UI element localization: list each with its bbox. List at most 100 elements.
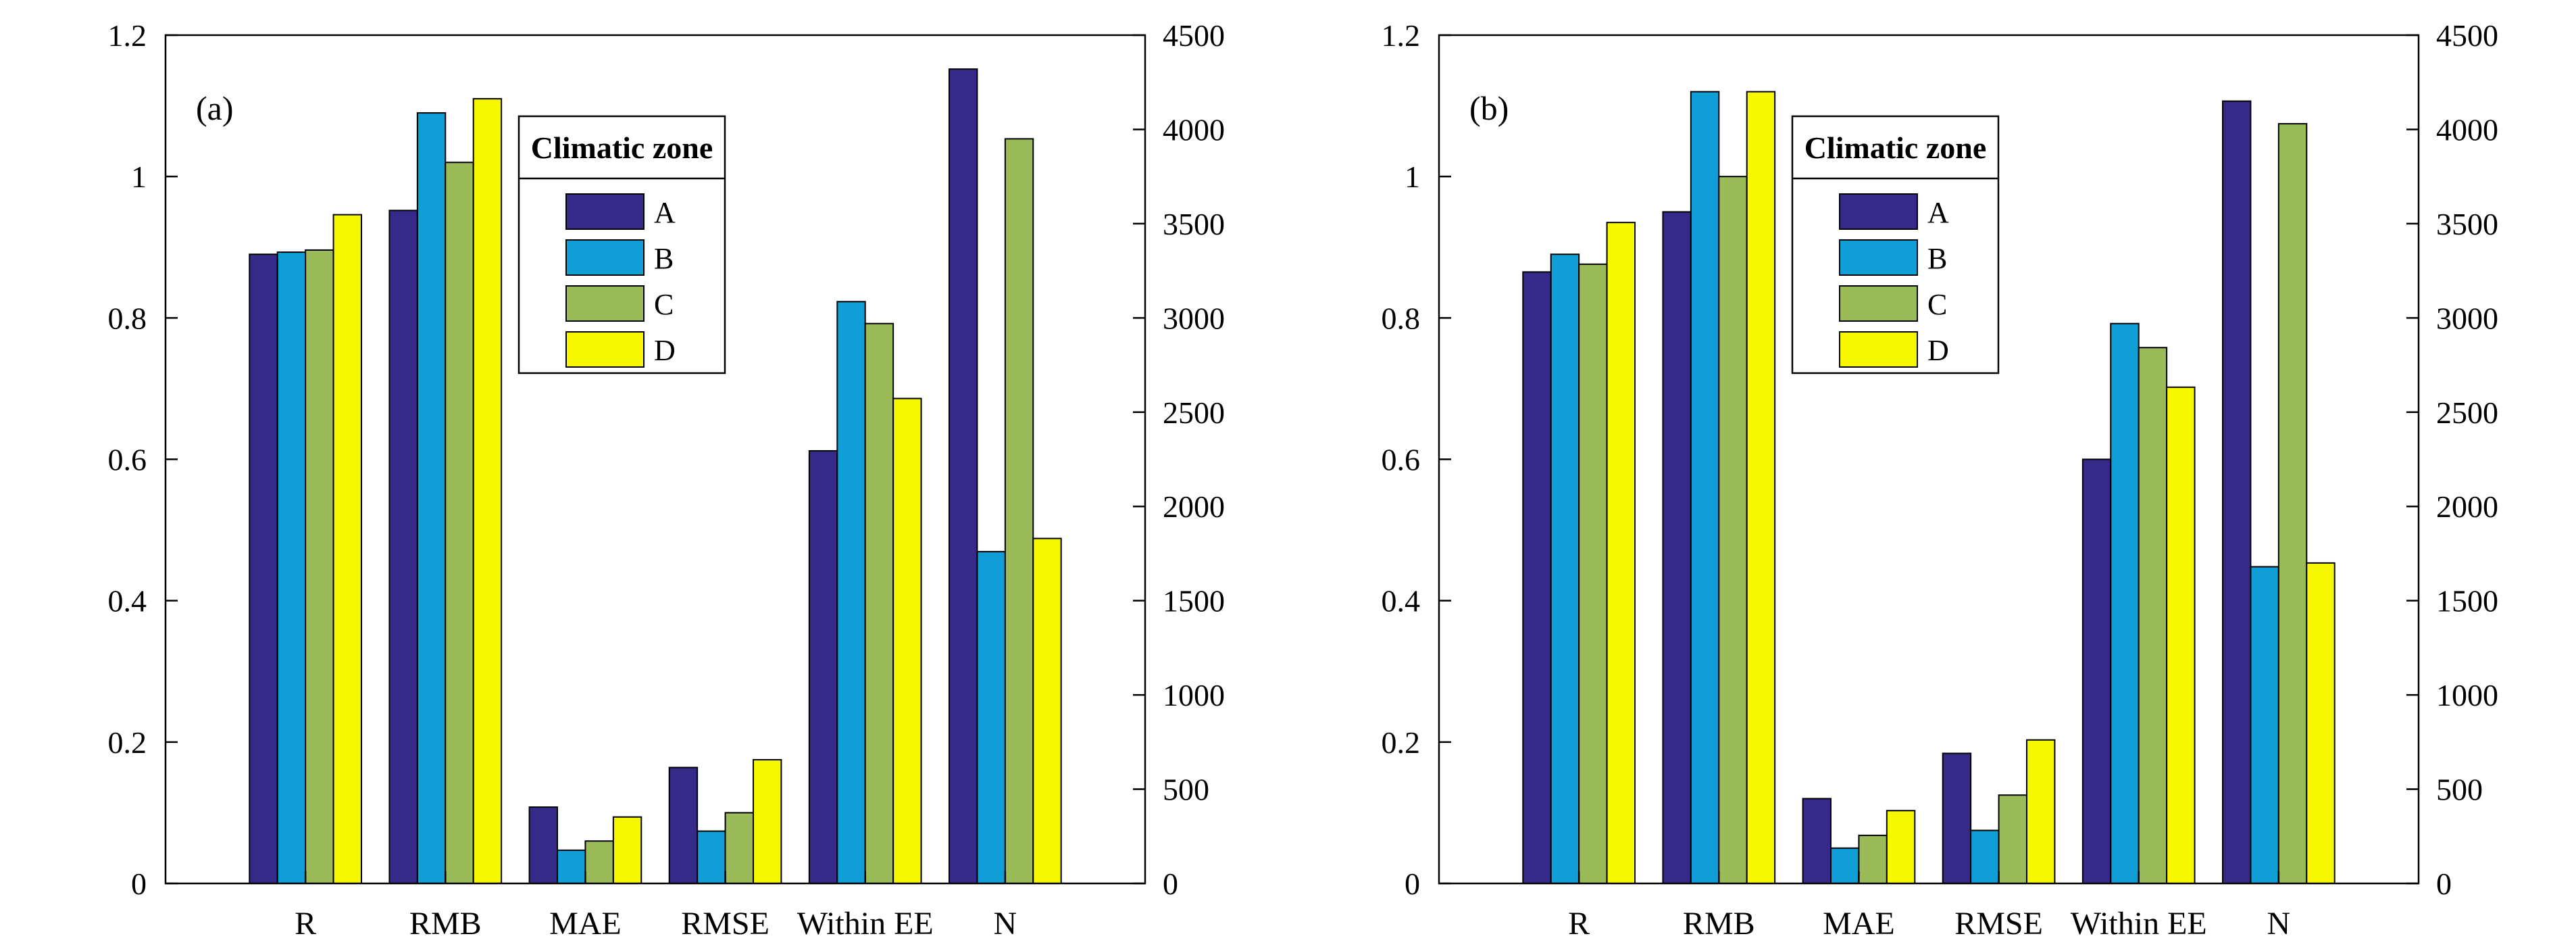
bar-A-mae [528,806,558,885]
right-tick-label: 4500 [2436,18,2498,53]
right-tick-label: 4000 [2436,112,2498,147]
right-tick-label: 4500 [1163,18,1225,53]
x-tick-label: MAE [1823,906,1895,942]
right-tick-label: 0 [1163,867,1178,901]
bar-D-rmb [472,98,503,884]
x-tick-label: R [295,906,316,942]
bar-D-rmse [753,758,782,884]
legend-swatch-D [565,331,645,368]
left-tick-label: 0.6 [1382,443,1421,477]
legend-title: Climatic zone [1804,130,1987,165]
bar-A-rmse [668,766,699,884]
left-tick-label: 0.8 [1382,301,1421,335]
right-tick-label: 3000 [1163,301,1225,335]
right-tick-label: 500 [2436,773,2483,807]
bar-D-n [1032,537,1062,885]
bar-B-rmse [697,830,726,884]
bar-C-r [305,249,334,884]
bar-C-rmb [445,162,474,884]
right-tick-label: 2000 [1163,489,1225,524]
legend-label-B: B [654,242,674,275]
left-tick-label: 1 [1405,160,1420,194]
left-tick-label: 0.4 [108,584,147,618]
bar-B-rmse [1970,829,2000,884]
bar-A-rmb [388,210,418,885]
left-tick-label: 0 [131,867,147,901]
legend-label-C: C [654,288,674,321]
legend-swatch-B [565,239,645,276]
x-tick-label: N [2267,906,2291,942]
bar-C-mae [584,840,614,884]
bar-C-rmse [1998,794,2028,885]
legend-label-D: D [654,334,676,367]
right-tick-label: 1500 [2436,584,2498,618]
bar-A-within-ee [808,449,838,884]
x-tick-label: RMSE [681,906,769,942]
bar-D-n [2306,562,2335,885]
bar-D-mae [612,816,642,884]
bar-A-rmb [1662,211,1692,885]
left-tick-label: 1 [131,160,147,194]
left-tick-label: 0.2 [108,725,147,760]
x-tick-label: N [994,906,1017,942]
bar-B-r [1550,253,1580,885]
bar-D-rmse [2026,739,2056,884]
left-tick-label: 0.6 [108,443,147,477]
right-tick-label: 0 [2436,867,2452,901]
bar-D-r [1606,222,1636,885]
bar-A-n [949,68,978,885]
legend-swatch-A [1839,193,1918,230]
bar-A-r [249,253,278,885]
x-tick-label: Within EE [2071,906,2207,942]
bar-C-mae [1858,834,1888,884]
right-tick-label: 1500 [1163,584,1225,618]
left-tick-label: 0 [1405,867,1420,901]
bar-D-within-ee [892,397,922,884]
bar-A-r [1522,271,1552,884]
bar-B-n [2250,566,2279,884]
bar-A-within-ee [2081,458,2112,884]
right-tick-label: 3500 [2436,207,2498,241]
legend-swatch-D [1839,331,1918,368]
bar-C-r [1578,263,1608,885]
bar-A-rmse [1942,752,1972,884]
bar-D-mae [1886,810,1916,885]
legend-label-A: A [1927,196,1949,229]
x-tick-label: RMB [409,906,482,942]
bar-D-rmb [1746,91,1776,885]
left-tick-label: 1.2 [108,18,147,53]
right-tick-label: 2500 [2436,395,2498,430]
bar-B-within-ee [836,301,866,884]
bar-C-within-ee [864,322,894,884]
bar-D-within-ee [2166,386,2196,884]
legend-label-C: C [1927,288,1947,321]
legend-label-B: B [1927,242,1947,275]
left-tick-label: 1.2 [1382,18,1421,53]
bar-B-within-ee [2110,322,2140,884]
legend-swatch-B [1839,239,1918,276]
x-tick-label: R [1568,906,1590,942]
bar-A-mae [1802,798,1832,884]
left-tick-label: 0.2 [1382,725,1421,760]
legend-swatch-C [565,285,645,322]
legend-label-D: D [1927,334,1949,367]
bar-A-n [2222,100,2252,885]
bar-B-mae [1830,847,1860,885]
legend-label-A: A [654,196,676,229]
legend-swatch-A [565,193,645,230]
panel-label: (a) [196,89,234,127]
chart-panel-a: R RMB MAE RMSE Within EE N 0 0.2 0.4 0.6 0.8 1 1.2 0 5… [108,18,1226,942]
bar-B-rmb [416,112,447,885]
x-tick-label: RMSE [1954,906,2043,942]
right-tick-label: 2000 [2436,489,2498,524]
panel-label: (b) [1469,89,1509,127]
right-tick-label: 1000 [1163,678,1225,712]
bar-B-rmb [1690,91,1720,885]
bar-C-rmb [1718,176,1748,885]
legend-title: Climatic zone [531,130,713,165]
right-tick-label: 500 [1163,773,1209,807]
left-tick-label: 0.8 [108,301,147,335]
